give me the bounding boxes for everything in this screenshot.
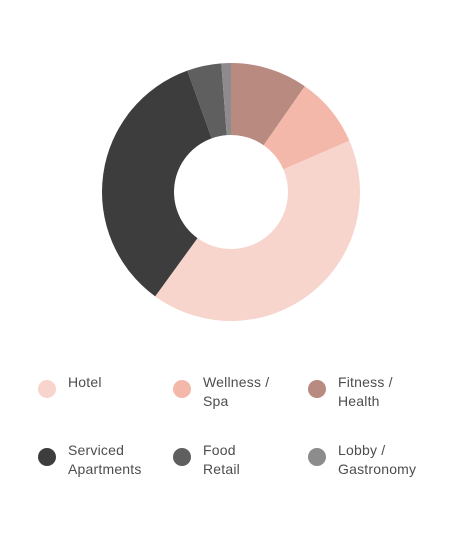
donut-chart-area [102, 63, 360, 321]
donut-slice-fitness-health [231, 63, 305, 146]
legend-label-wellness-spa: Wellness / Spa [203, 374, 270, 409]
legend-label-lobby-gastronomy: Lobby / Gastronomy [338, 442, 417, 477]
legend-label-hotel: Hotel [68, 374, 102, 390]
legend-item-wellness-spa: Wellness / Spa [173, 373, 269, 411]
donut-slice-food-retail [187, 63, 227, 139]
legend-label-food-retail: Food Retail [203, 442, 240, 477]
donut-slice-hotel [155, 140, 360, 321]
legend-swatch-hotel [38, 380, 56, 398]
legend-swatch-lobby-gastronomy [308, 448, 326, 466]
donut-slice-serviced-apartments [102, 70, 212, 297]
legend-swatch-fitness-health [308, 380, 326, 398]
legend-label-serviced-apartments: Serviced Apartments [68, 442, 142, 477]
legend-swatch-wellness-spa [173, 380, 191, 398]
donut-slice-wellness-spa [263, 86, 350, 170]
legend-item-serviced-apartments: Serviced Apartments [38, 441, 142, 479]
legend-swatch-food-retail [173, 448, 191, 466]
legend-item-lobby-gastronomy: Lobby / Gastronomy [308, 441, 416, 479]
legend-label-fitness-health: Fitness / Health [338, 374, 393, 409]
legend-swatch-serviced-apartments [38, 448, 56, 466]
donut-slice-lobby-gastronomy [221, 63, 231, 136]
legend-item-hotel: Hotel [38, 373, 102, 398]
legend-item-food-retail: Food Retail [173, 441, 240, 479]
donut-chart [102, 63, 360, 321]
legend-item-fitness-health: Fitness / Health [308, 373, 393, 411]
